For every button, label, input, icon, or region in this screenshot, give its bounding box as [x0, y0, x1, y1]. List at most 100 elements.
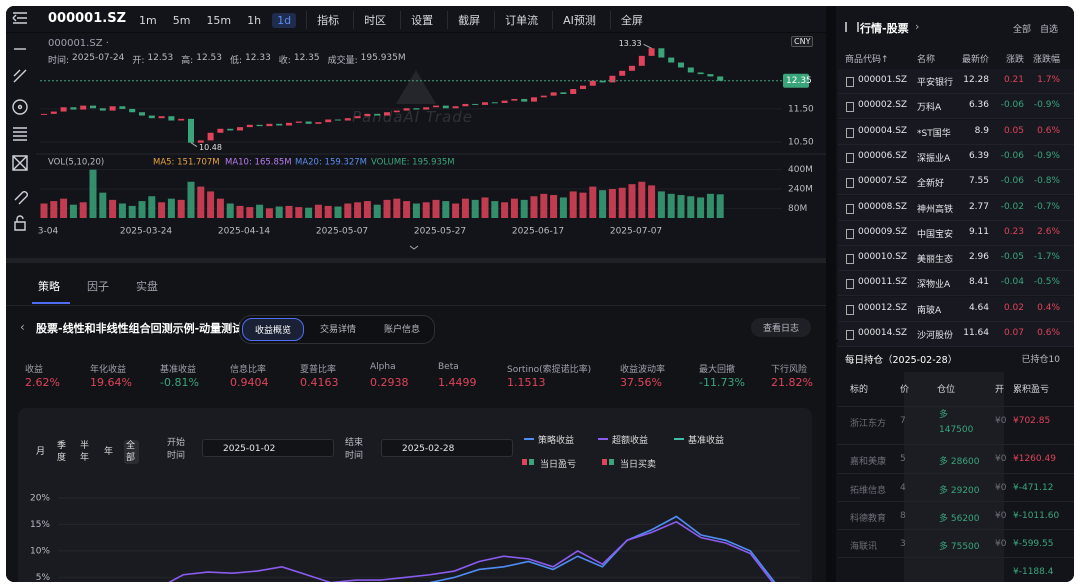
volume-bar: [461, 198, 469, 218]
toolbar-button[interactable]: 设置: [400, 11, 437, 29]
market-cell[interactable]: 000007.SZ: [858, 176, 908, 187]
toolbar-button[interactable]: 全屏: [609, 11, 647, 29]
market-cell: 11.64: [963, 328, 989, 338]
metric-label: 收益: [25, 365, 44, 375]
market-filter[interactable]: 自选: [1040, 25, 1059, 35]
period-button[interactable]: 全部: [124, 440, 139, 464]
market-title: 行情-股票: [860, 22, 909, 35]
metric-value: 1.1513: [507, 376, 546, 389]
holdings-cell: ¥0: [995, 483, 1007, 493]
market-cell: 0.05: [1003, 125, 1024, 136]
market-cell: 南玻A: [917, 305, 942, 316]
view-button[interactable]: 交易详情: [320, 325, 357, 335]
log-button[interactable]: 查看日志: [751, 318, 812, 337]
market-cell: -0.04: [1000, 277, 1024, 288]
volume-bar: [412, 203, 420, 218]
interval-button[interactable]: 5m: [172, 13, 191, 27]
metric-label: 最大回撤: [699, 365, 736, 375]
candle: [491, 102, 498, 104]
candle: [452, 106, 459, 109]
volume-bar: [118, 203, 126, 218]
interval-button[interactable]: 15m: [206, 13, 232, 27]
candle: [276, 123, 283, 126]
tab[interactable]: 实盘: [136, 280, 158, 293]
market-cell: 9.11: [968, 226, 989, 237]
interval-button[interactable]: 1d: [272, 12, 297, 28]
view-button[interactable]: 账户信息: [384, 325, 421, 335]
last-price-label: 12.35: [786, 76, 812, 86]
volume-bar: [520, 199, 528, 218]
volume-bar: [373, 204, 381, 218]
bookmark-icon: [846, 279, 854, 290]
candle: [266, 123, 273, 127]
candle: [393, 110, 400, 113]
market-cell[interactable]: 000006.SZ: [858, 150, 908, 161]
annotation-leader: [643, 43, 652, 49]
tab[interactable]: 策略: [38, 280, 60, 293]
holdings-count: 已持仓10: [1021, 355, 1060, 365]
market-cell[interactable]: 000004.SZ: [858, 125, 908, 136]
metric-value: 1.4499: [438, 376, 477, 389]
period-button[interactable]: 季度: [57, 441, 67, 463]
market-cell[interactable]: 000008.SZ: [858, 201, 908, 212]
toolbar-button[interactable]: AI预测: [552, 11, 600, 29]
market-cell: 0.6%: [1037, 125, 1060, 136]
legend-swatch: [674, 438, 684, 440]
candle: [638, 55, 645, 66]
candle: [188, 118, 194, 143]
volume-bar: [491, 201, 499, 218]
volume-bar: [559, 197, 567, 218]
logo-watermark: [396, 70, 436, 104]
period-button[interactable]: 月: [36, 447, 46, 457]
toolbar-button[interactable]: 指标: [306, 11, 343, 29]
market-cell[interactable]: 000014.SZ: [858, 328, 908, 338]
date-input[interactable]: 2025-01-02: [202, 439, 334, 457]
y-tick-label: 20%: [30, 493, 50, 503]
bookmark-icon: [846, 152, 854, 163]
candle: [344, 118, 351, 121]
volume-legend: MA20: 159.327M: [295, 158, 367, 168]
candle: [442, 105, 449, 109]
holdings-cell: 嘉和美康: [850, 457, 887, 467]
ohlc-value: 195.935M: [360, 53, 406, 63]
kline-symbol: 000001.SZ ·: [48, 38, 109, 49]
bookmark-icon: [846, 127, 854, 138]
volume-bar: [265, 208, 273, 218]
volume-bar: [589, 186, 597, 218]
market-cell: -0.5%: [1033, 277, 1060, 288]
candle: [305, 121, 312, 124]
volume-legend: VOLUME: 195.935M: [371, 158, 455, 168]
tab[interactable]: 因子: [87, 280, 109, 293]
volume-bar: [40, 203, 48, 218]
market-cell[interactable]: 000011.SZ: [858, 277, 908, 288]
market-cell: -0.9%: [1033, 150, 1060, 161]
toolbar-button[interactable]: 截屏: [447, 11, 484, 29]
y-tick-label: 80M: [788, 204, 807, 214]
holdings-row-line: [838, 473, 1074, 474]
toolbar-button[interactable]: 时区: [353, 11, 390, 29]
holdings-cell: ¥0: [995, 454, 1007, 464]
market-cell[interactable]: 000002.SZ: [858, 100, 908, 111]
market-cell[interactable]: 000012.SZ: [858, 302, 908, 313]
market-cell: 1.7%: [1037, 75, 1060, 85]
view-button[interactable]: 收益概览: [242, 318, 305, 341]
date-input[interactable]: 2025-02-28: [381, 439, 513, 457]
interval-button[interactable]: 1m: [139, 13, 157, 27]
period-button[interactable]: 年: [104, 447, 114, 457]
market-cell[interactable]: 000009.SZ: [858, 226, 908, 237]
volume-bar: [687, 196, 695, 218]
volume-bar: [148, 196, 156, 218]
market-icon: [845, 22, 859, 32]
toolbar-button[interactable]: 订单流: [494, 11, 542, 29]
volume-bar: [608, 189, 616, 218]
market-cell[interactable]: 000001.SZ: [858, 75, 908, 85]
candle: [246, 124, 253, 128]
interval-button[interactable]: 1h: [247, 13, 262, 27]
volume-bar: [207, 191, 215, 218]
metric-value: 21.82%: [771, 376, 813, 389]
period-button[interactable]: 半年: [80, 441, 90, 463]
market-cell[interactable]: 000010.SZ: [858, 252, 908, 263]
volume-bar: [667, 193, 675, 218]
market-filter[interactable]: 全部: [1013, 25, 1032, 35]
volume-bar: [187, 181, 195, 218]
